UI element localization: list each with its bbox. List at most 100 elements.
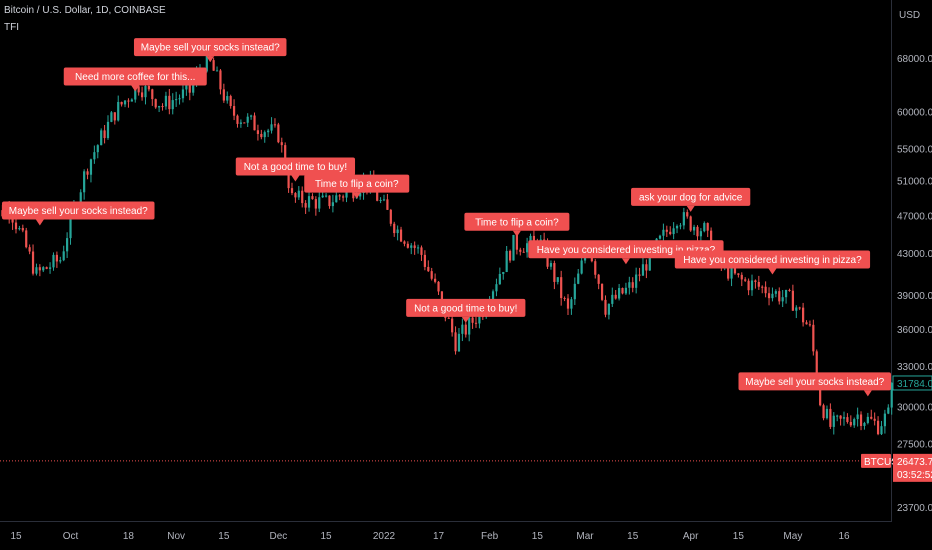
last-price-value: 31784.05 [897,379,932,390]
annotation-pointer [686,205,695,212]
candle-body [478,311,481,324]
candle-body [103,130,106,139]
candle-body [607,303,610,315]
annotation-label: Not a good time to buy! [235,157,356,182]
candle-body [464,324,467,335]
candle-body [42,267,45,271]
annotation-text: Maybe sell your socks instead? [141,43,280,54]
candle-body [740,274,743,280]
time-tick-label: Oct [63,531,79,542]
candle-body [502,272,505,274]
candle-body [454,332,457,352]
candle-body [682,212,685,226]
candle-body [434,278,437,282]
candle-body [267,130,270,133]
candle-body [880,426,883,435]
candle-body [750,280,754,291]
annotation-pointer [863,390,872,397]
candle-body [345,190,348,198]
candle-body [232,106,236,116]
candle-body [21,228,24,231]
candle-body [106,121,110,139]
candle-body [137,86,140,93]
candle-body [59,260,62,262]
candle-body [246,116,249,123]
candle-body [280,142,283,146]
candle-body [147,86,150,90]
candle-body [253,115,256,131]
candle-body [321,195,324,198]
annotation-box [2,201,155,220]
candle-body [529,235,532,244]
price-tick-label: 30000.00 [897,403,932,414]
candle-body [774,291,777,294]
time-tick-label: 2022 [373,531,396,542]
time-tick-label: 18 [123,531,135,542]
candle-body [628,282,631,288]
annotation-pointer [35,219,44,226]
candle-body [89,159,93,175]
candle-body [164,95,168,107]
candle-body [243,122,246,124]
candle-body [457,333,461,352]
symbol-countdown: 03:52:52 [897,470,932,481]
candle-body [594,261,597,275]
candle-body [386,199,389,210]
time-tick-label: Mar [576,531,594,542]
time-tick-label: Dec [269,531,287,542]
candle-body [427,266,430,272]
candle-body [328,195,331,207]
candle-body [284,145,287,170]
candle-body [158,106,161,108]
candle-body [819,380,822,406]
time-tick-label: Nov [167,531,185,542]
candle-body [815,351,818,381]
candle-body [144,86,147,98]
candle-body [648,248,651,271]
candle-body [662,229,665,236]
candle-body [658,235,662,239]
price-tick-label: 23700.00 [897,503,932,514]
candle-body [120,101,123,105]
candle-body [495,284,498,292]
candle-body [25,230,28,248]
candle-body [389,209,392,224]
time-tick-label: 15 [532,531,544,542]
candle-body [604,299,607,315]
candle-body [38,267,41,271]
candle-body [778,291,781,302]
candle-body [188,83,191,93]
candle-body [699,231,702,237]
candle-body [703,223,706,232]
price-tick-label: 55000.00 [897,144,932,155]
time-axis: 15 Oct 18 Nov 15 Dec 15 2022 17 Feb 15 Mar 15 Apr 15 Ma… [10,531,850,542]
price-tick-label: 68000.00 [897,54,932,65]
annotation-text: Need more coffee for this... [75,72,195,83]
candle-body [747,280,750,291]
candle-body [570,299,573,309]
candle-body [805,322,808,325]
annotation-box [406,298,526,317]
candle-body [416,247,420,249]
candle-body [580,260,583,274]
candle-body [226,96,229,101]
candle-body [154,99,157,108]
candle-body [876,420,880,435]
chart-title: Bitcoin / U.S. Dollar, 1D, COINBASE [4,5,166,16]
annotation-label: Have you considered investing in pizza? [674,250,871,275]
candle-body [866,416,869,423]
candle-body [406,243,409,248]
candle-body [117,101,120,121]
candle-body [498,273,501,285]
indicator-label[interactable]: TFI [4,22,19,33]
candle-body [672,228,675,235]
candle-body [161,106,164,108]
candle-body [573,283,576,300]
annotation-box [674,250,871,269]
last-price-badge: 31784.05 [892,375,932,391]
candle-body [614,294,617,299]
candle-body [420,247,423,255]
candle-body [175,99,178,101]
candle-body [96,145,99,153]
